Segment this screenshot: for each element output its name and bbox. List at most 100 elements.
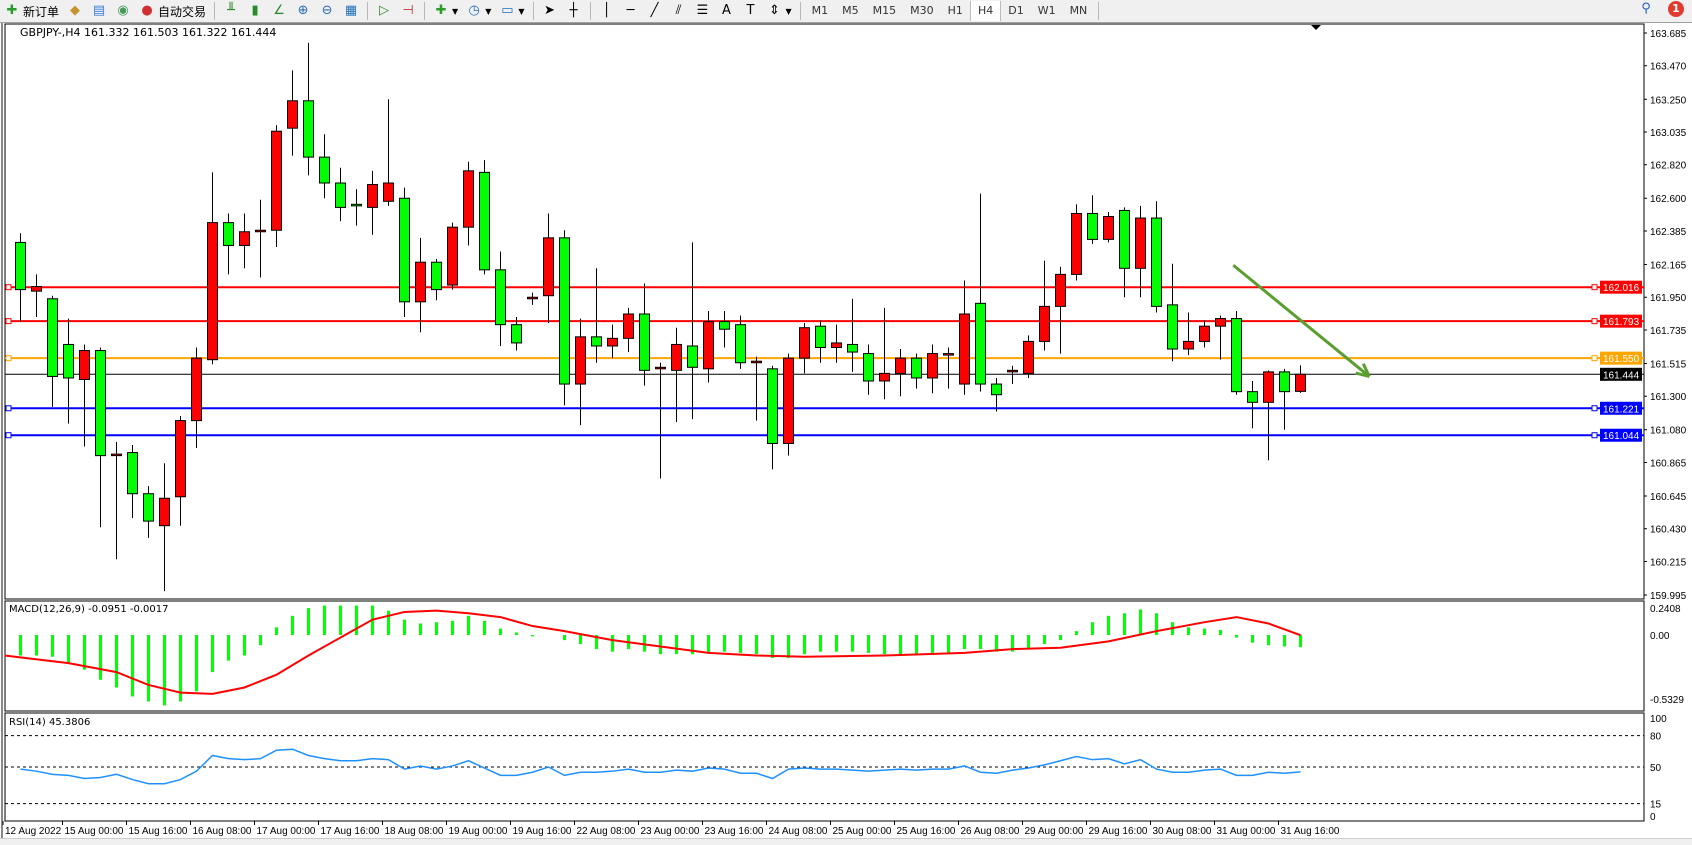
bear-candle <box>495 269 506 326</box>
bear-candle <box>847 343 858 353</box>
timeframe-h1[interactable]: H1 <box>947 4 963 17</box>
time-tick-label: 15 Aug 16:00 <box>129 826 188 837</box>
bull-candle <box>655 366 666 370</box>
price-tick-label: 162.820 <box>1650 161 1687 172</box>
bull-candle <box>1215 318 1226 327</box>
price-tick-label: 160.215 <box>1650 557 1687 568</box>
timeframe-m15[interactable]: M15 <box>872 4 897 17</box>
price-tick-label: 163.035 <box>1650 128 1687 139</box>
vertical-line-icon: │ <box>602 3 611 18</box>
dropdown-arrow-icon: ▼ <box>485 6 492 16</box>
bull-candle <box>1103 216 1114 240</box>
bull-candle <box>1007 369 1018 373</box>
search-icon[interactable]: ⚲ <box>1641 1 1651 16</box>
bear-candle <box>351 203 362 207</box>
crosshair-button[interactable]: ┼ <box>562 1 586 21</box>
bear-candle <box>975 302 986 385</box>
bear-candle <box>223 222 234 246</box>
zoom-out-button[interactable]: ⊖ <box>315 1 339 21</box>
macd-pane <box>4 605 1302 706</box>
time-tick-label: 25 Aug 00:00 <box>833 826 892 837</box>
indicators-button[interactable]: ✚ ▼ <box>429 1 462 21</box>
data-window-button[interactable]: ▤ <box>87 1 111 21</box>
cursor-button[interactable]: ➤ <box>538 1 562 21</box>
timeframe-d1[interactable]: D1 <box>1008 4 1024 17</box>
macd-signal-line <box>4 609 1301 695</box>
bull-candle <box>943 353 954 356</box>
bull-candle <box>287 100 298 129</box>
rsi-pane <box>5 735 1644 805</box>
timeframe-w1[interactable]: W1 <box>1037 4 1056 17</box>
horizontal-line-button[interactable]: ─ <box>619 1 643 21</box>
bear-candle <box>559 237 570 385</box>
separator <box>214 2 216 20</box>
periods-button[interactable]: ◷ ▼ <box>462 1 495 21</box>
bar-chart-button[interactable]: ╨ <box>219 1 243 21</box>
bear-candle <box>815 325 826 348</box>
chart-shift-button[interactable]: ⊣ <box>396 1 420 21</box>
notification-badge[interactable]: 1 <box>1668 1 1684 17</box>
candles <box>15 42 1371 592</box>
bull-candle <box>159 497 170 527</box>
bear-candle <box>911 357 922 379</box>
new-order-button[interactable]: ✚ 新订单 <box>0 1 63 21</box>
tile-windows-icon: ▦ <box>344 3 358 18</box>
timeframe-bar: M1 M5 M15 M30 H1 H4 D1 W1 MN <box>805 1 1095 21</box>
timeframe-m30[interactable]: M30 <box>910 4 934 17</box>
equidistant-channel-button[interactable]: ⫽ <box>667 1 691 21</box>
price-tick-label: 163.250 <box>1650 95 1687 106</box>
tile-windows-button[interactable]: ▦ <box>339 1 363 21</box>
bear-candle <box>143 493 154 522</box>
candlestick-button[interactable]: ▮ <box>243 1 267 21</box>
bear-candle <box>735 324 746 364</box>
bull-candle <box>607 337 618 347</box>
text-button[interactable]: A <box>715 1 739 21</box>
market-watch-button[interactable]: ◆ <box>63 1 87 21</box>
arrows-button[interactable]: ⇕ ▼ <box>763 1 796 21</box>
auto-trading-button[interactable]: ● 自动交易 <box>135 1 210 21</box>
bear-candle <box>639 313 650 371</box>
time-tick-label: 23 Aug 16:00 <box>705 826 764 837</box>
vertical-line-button[interactable]: │ <box>595 1 619 21</box>
new-order-label: 新订单 <box>23 4 60 19</box>
level-handle <box>5 355 12 362</box>
signals-button[interactable]: ◉ <box>111 1 135 21</box>
bull-candle <box>1039 305 1050 342</box>
text-icon: A <box>722 3 731 18</box>
trendline-button[interactable]: ╱ <box>643 1 667 21</box>
bull-candle <box>959 313 970 385</box>
zoom-in-button[interactable]: ⊕ <box>291 1 315 21</box>
timeframe-m1[interactable]: M1 <box>811 4 829 17</box>
chart-shift-icon: ⊣ <box>402 3 414 18</box>
separator <box>799 2 801 20</box>
timeframe-h4[interactable]: H4 <box>969 1 1002 21</box>
timeframe-m5[interactable]: M5 <box>842 4 859 17</box>
auto-trading-label: 自动交易 <box>158 4 207 19</box>
arrows-icon: ⇕ <box>769 3 780 18</box>
price-tick-label: 161.950 <box>1650 293 1687 304</box>
line-chart-button[interactable]: ∠ <box>267 1 291 21</box>
level-handle <box>5 432 12 439</box>
text-label-button[interactable]: T <box>739 1 763 21</box>
templates-button[interactable]: ▭ ▼ <box>495 1 528 21</box>
price-label: 162.016 <box>1603 283 1640 294</box>
horizontal-levels[interactable]: 162.016 161.793 161.550 161.444 161.221 161.0… <box>5 280 1644 443</box>
timeframe-mn[interactable]: MN <box>1069 4 1088 17</box>
bear-candle <box>719 321 730 330</box>
separator <box>367 2 369 20</box>
bull-candle <box>543 237 554 297</box>
auto-scroll-button[interactable]: ▷ <box>372 1 396 21</box>
price-label-bg <box>1600 351 1642 365</box>
template-icon: ▭ <box>501 3 514 18</box>
clock-icon: ◷ <box>468 3 480 18</box>
bull-candle <box>31 286 42 292</box>
price-label: 161.550 <box>1603 354 1640 365</box>
level-handle <box>1591 318 1598 325</box>
bear-candle <box>1279 371 1290 393</box>
separator <box>589 2 591 20</box>
price-label-bg <box>1600 428 1642 442</box>
fibonacci-button[interactable]: ☰ <box>691 1 715 21</box>
horizontal-line-icon: ─ <box>626 3 635 18</box>
time-tick-label: 23 Aug 00:00 <box>641 826 700 837</box>
